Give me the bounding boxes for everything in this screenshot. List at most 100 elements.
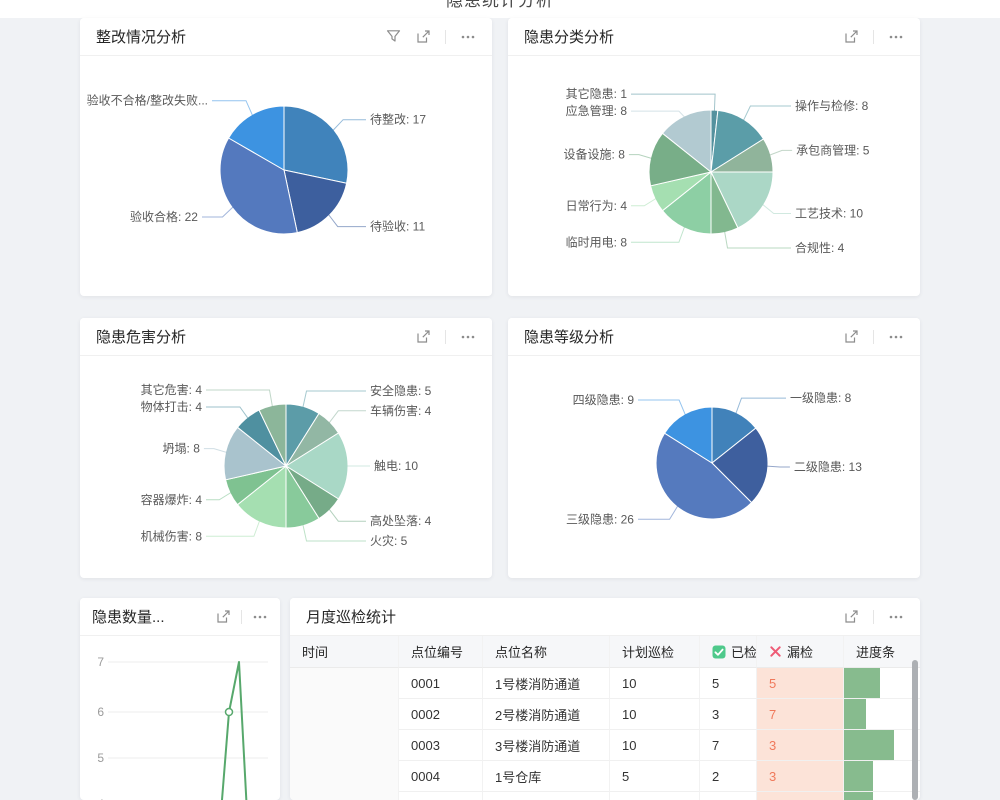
page-title: 隐患统计分析	[446, 0, 554, 10]
pie-label-classification-3: 工艺技术: 10	[795, 207, 863, 221]
header-divider	[873, 329, 874, 344]
pie-label-line-classification-2	[769, 149, 793, 156]
header-divider	[873, 29, 874, 44]
column-header-label: 计划巡检	[622, 645, 675, 660]
cell-checked	[700, 792, 757, 800]
cell-checked: 2	[700, 761, 757, 792]
table-row-3: 0003 3号楼消防通道 10 7 3	[290, 730, 920, 761]
card-title-rectification: 整改情况分析	[96, 29, 187, 46]
card-header-icons	[215, 609, 268, 625]
pie-label-classification-1: 操作与检修: 8	[795, 98, 869, 113]
pie-label-line-classification-6	[631, 198, 657, 207]
filter-icon[interactable]	[385, 29, 401, 45]
pie-label-line-level-1	[766, 465, 790, 468]
card-classification: 隐患分类分析 其它隐患: 1 应急管理: 8 设备设施: 8 日常行为: 4 临时用电:…	[508, 18, 920, 296]
progress-bar	[844, 699, 866, 729]
export-icon[interactable]	[843, 609, 859, 625]
cell-time	[290, 730, 399, 761]
classification-pie-chart: 其它隐患: 1 应急管理: 8 设备设施: 8 日常行为: 4 临时用电: 8 操作与检修…	[564, 86, 870, 255]
pie-label-line-classification-3	[762, 204, 791, 214]
pie-label-line-harm-7	[203, 448, 227, 453]
level-pie-chart: 四级隐患: 9 三级隐患: 26 一级隐患: 8 二级隐患: 13	[566, 391, 862, 526]
card-header-icons	[415, 329, 476, 345]
y-axis-tick: 7	[97, 655, 104, 669]
card-level: 隐患等级分析 四级隐患: 9 三级隐患: 26 一级隐患: 8 二级隐患: 13	[508, 318, 920, 578]
export-icon[interactable]	[843, 29, 859, 45]
missed-x-icon	[769, 645, 782, 658]
export-icon[interactable]	[415, 329, 431, 345]
column-header-label: 时间	[302, 645, 329, 660]
card-title-harm: 隐患危害分析	[96, 329, 187, 346]
pie-label-harm-5: 机械伤害: 8	[141, 528, 203, 543]
cell-planned: 10	[610, 699, 700, 730]
line-series	[220, 661, 248, 800]
cell-planned	[610, 792, 700, 800]
progress-bar	[844, 668, 880, 698]
pie-label-harm-3: 高处坠落: 4	[370, 513, 432, 528]
more-icon[interactable]	[888, 609, 904, 625]
pie-label-line-level-0	[735, 397, 786, 414]
card-quantity: 隐患数量... 7 6 5 4	[80, 598, 280, 800]
cell-time	[290, 668, 399, 699]
cell-progress	[844, 699, 920, 730]
header-divider	[445, 29, 446, 44]
rectification-pie-chart: 验收不合格/整改失败... 验收合格: 22 待整改: 17 待验收: 11	[87, 93, 426, 235]
y-axis-tick: 4	[97, 797, 104, 800]
more-icon[interactable]	[460, 329, 476, 345]
pie-label-line-classification-1	[743, 105, 791, 121]
top-header-bar: 隐患统计分析	[0, 0, 1000, 18]
pie-label-harm-1: 车辆伤害: 4	[370, 403, 432, 418]
header-divider	[241, 609, 242, 624]
card-harm: 隐患危害分析 其它危害: 4 物体打击: 4 坍塌: 8 容器爆炸: 4 机械伤害: 8…	[80, 318, 492, 578]
export-icon[interactable]	[843, 329, 859, 345]
export-icon[interactable]	[415, 29, 431, 45]
card-header: 隐患分类分析	[508, 18, 920, 56]
column-header-label: 点位名称	[495, 645, 548, 660]
pie-label-classification-5: 临时用电: 8	[566, 235, 628, 249]
pie-label-line-rectification-3	[212, 100, 253, 116]
card-title-level: 隐患等级分析	[524, 329, 615, 346]
pie-label-classification-4: 合规性: 4	[795, 240, 845, 255]
pie-label-line-classification-7	[628, 154, 652, 159]
progress-bar	[844, 761, 873, 791]
progress-bar	[844, 730, 894, 760]
table-scrollbar[interactable]	[912, 660, 918, 800]
card-header: 隐患等级分析	[508, 318, 920, 356]
card-header: 月度巡检统计	[290, 598, 920, 636]
cell-planned: 10	[610, 730, 700, 761]
table-row-1: 0001 1号楼消防通道 10 5 5	[290, 668, 920, 699]
cell-time	[290, 699, 399, 730]
cell-name: 1号楼消防通道	[483, 668, 610, 699]
pie-label-rectification-2: 验收合格: 22	[130, 209, 198, 224]
pie-label-harm-9: 其它危害: 4	[141, 382, 203, 397]
cell-progress	[844, 730, 920, 761]
card-header: 隐患危害分析	[80, 318, 492, 356]
column-header-1: 点位编号	[399, 636, 483, 668]
table-header-row: 时间 点位编号 点位名称 计划巡检 已检 漏检 进度条	[290, 636, 920, 668]
column-header-2: 点位名称	[483, 636, 610, 668]
more-icon[interactable]	[888, 329, 904, 345]
card-header: 整改情况分析	[80, 18, 492, 56]
more-icon[interactable]	[252, 609, 268, 625]
export-icon[interactable]	[215, 609, 231, 625]
pie-label-line-classification-0	[631, 93, 716, 112]
cell-planned: 10	[610, 668, 700, 699]
data-point-marker[interactable]	[224, 707, 234, 717]
pie-label-line-harm-5	[206, 520, 260, 537]
quantity-line-chart: 7 6 5 4	[97, 655, 268, 800]
pie-label-line-classification-8	[631, 110, 685, 118]
cell-missed: 3	[757, 761, 844, 792]
more-icon[interactable]	[460, 29, 476, 45]
table-row-4: 0004 1号仓库 5 2 3	[290, 761, 920, 792]
more-icon[interactable]	[888, 29, 904, 45]
progress-bar	[844, 792, 873, 800]
cell-name: 2号楼消防通道	[483, 699, 610, 730]
pie-label-level-3: 四级隐患: 9	[573, 393, 635, 407]
cell-name: 3号楼消防通道	[483, 730, 610, 761]
cell-progress	[844, 761, 920, 792]
cell-checked: 5	[700, 668, 757, 699]
pie-label-harm-8: 物体打击: 4	[141, 400, 203, 414]
column-header-0: 时间	[290, 636, 399, 668]
card-header: 隐患数量...	[80, 598, 280, 636]
pie-label-line-rectification-2	[202, 206, 234, 218]
